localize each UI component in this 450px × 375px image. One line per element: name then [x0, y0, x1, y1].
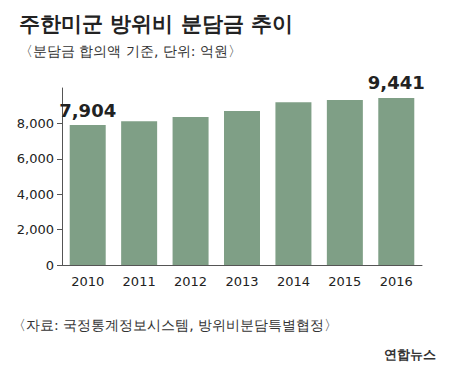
svg-text:4,000: 4,000 [17, 187, 54, 202]
svg-text:2,000: 2,000 [17, 222, 54, 237]
svg-text:8,000: 8,000 [17, 116, 54, 131]
svg-text:주한미군 방위비 분담금 추이: 주한미군 방위비 분담금 추이 [19, 12, 293, 36]
svg-text:〈자료: 국정통계정보시스템, 방위비분담특별협정〉: 〈자료: 국정통계정보시스템, 방위비분담특별협정〉 [12, 317, 338, 333]
svg-text:9,441: 9,441 [368, 72, 425, 93]
svg-text:2011: 2011 [123, 274, 156, 289]
svg-text:〈분담금 합의액 기준, 단위: 억원〉: 〈분담금 합의액 기준, 단위: 억원〉 [19, 43, 242, 59]
svg-text:6,000: 6,000 [17, 151, 54, 166]
svg-text:0: 0 [46, 258, 54, 273]
svg-text:연합뉴스: 연합뉴스 [384, 347, 436, 362]
svg-text:2016: 2016 [380, 274, 413, 289]
svg-text:2015: 2015 [328, 274, 361, 289]
svg-text:2012: 2012 [174, 274, 207, 289]
svg-text:2013: 2013 [225, 274, 258, 289]
svg-text:7,904: 7,904 [59, 100, 116, 121]
svg-text:2014: 2014 [277, 274, 310, 289]
svg-text:2010: 2010 [71, 274, 104, 289]
